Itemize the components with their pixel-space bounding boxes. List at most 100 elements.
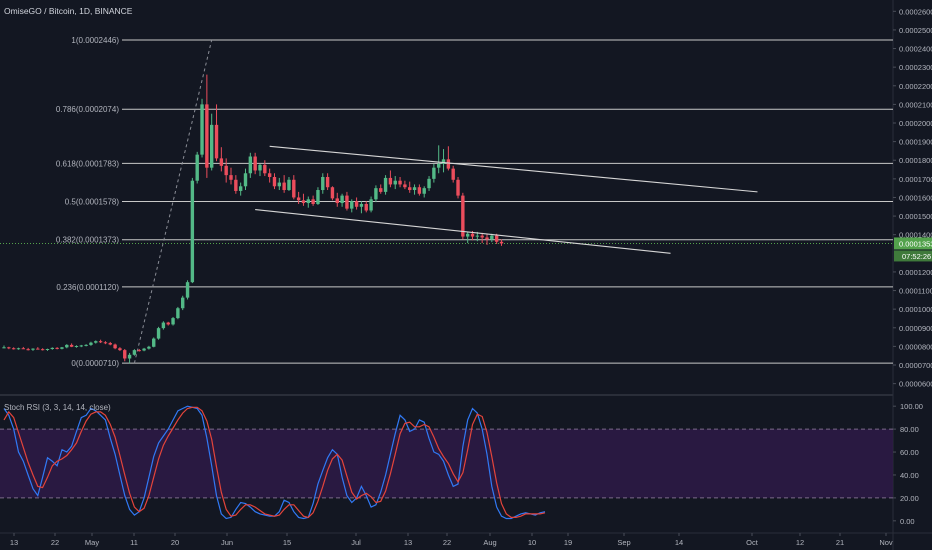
candle-body bbox=[89, 342, 93, 345]
candle-body bbox=[60, 347, 64, 349]
candle bbox=[287, 176, 291, 191]
candle-body bbox=[224, 165, 228, 176]
trend-channel[interactable] bbox=[255, 145, 758, 254]
candle bbox=[388, 170, 393, 188]
candle bbox=[451, 165, 455, 183]
candle-body bbox=[441, 159, 446, 164]
candle-body bbox=[451, 168, 455, 180]
candle bbox=[166, 321, 170, 326]
rsi-tick-label: 100.00 bbox=[900, 402, 923, 411]
fibonacci-retracement[interactable]: 1(0.0002446) 0.786(0.0002074) 0.618(0.0001… bbox=[0, 36, 893, 368]
candle-body bbox=[340, 195, 344, 204]
stoch-rsi-pane bbox=[0, 405, 893, 520]
price-tick-label: 0.0001000 bbox=[899, 305, 932, 314]
candle bbox=[335, 192, 339, 207]
candle-body bbox=[248, 156, 253, 174]
current-price-badge bbox=[894, 237, 932, 250]
candle-body bbox=[156, 328, 161, 339]
candle-body bbox=[335, 198, 339, 204]
candle-body bbox=[55, 347, 59, 349]
time-tick-label: Nov bbox=[879, 538, 893, 547]
candle bbox=[272, 173, 277, 190]
candle bbox=[412, 184, 417, 195]
channel-line[interactable] bbox=[255, 209, 671, 254]
candle bbox=[200, 98, 204, 158]
candle-body bbox=[354, 201, 359, 207]
price-axis[interactable]: 0.0002600 0.0002500 0.0002400 0.0002300 0.00… bbox=[893, 7, 932, 526]
channel-line[interactable] bbox=[269, 145, 758, 193]
candle bbox=[26, 347, 30, 351]
candle bbox=[214, 104, 219, 162]
fib-level-label: 1(0.0002446) bbox=[71, 36, 119, 45]
candle-body bbox=[316, 190, 320, 204]
candle bbox=[456, 176, 460, 199]
candle bbox=[2, 345, 6, 349]
candle bbox=[340, 193, 344, 207]
time-axis[interactable]: 13 22 May 11 20 Jun 15 Jul 13 22 Aug 10 19 Sep 14 Oct 12… bbox=[10, 533, 893, 547]
rsi-tick-label: 0.00 bbox=[900, 517, 915, 526]
candle bbox=[432, 163, 436, 183]
fib-level-label: 0.786(0.0002074) bbox=[56, 105, 120, 114]
candle bbox=[219, 147, 224, 172]
candle bbox=[190, 177, 195, 284]
price-tick-label: 0.0002200 bbox=[899, 82, 932, 91]
price-tick-label: 0.0001200 bbox=[899, 268, 932, 277]
candle-body bbox=[311, 199, 315, 204]
candle bbox=[118, 347, 122, 352]
candle-body bbox=[306, 199, 310, 204]
rsi-tick-label: 20.00 bbox=[900, 494, 919, 503]
time-tick-label: Oct bbox=[746, 538, 759, 547]
candle-body bbox=[142, 348, 146, 351]
candle-body bbox=[465, 233, 470, 237]
candle bbox=[417, 184, 422, 196]
candle bbox=[359, 201, 364, 214]
candle bbox=[296, 191, 301, 204]
price-tick-label: 0.0002100 bbox=[899, 100, 932, 109]
candle bbox=[267, 168, 272, 183]
candle bbox=[127, 352, 132, 364]
candle-body bbox=[195, 154, 199, 181]
bar-countdown-label: 07:52:26 bbox=[902, 252, 931, 261]
candle bbox=[321, 173, 325, 194]
candle bbox=[499, 239, 504, 246]
candle bbox=[7, 346, 11, 350]
candle-body bbox=[432, 167, 436, 179]
candle-body bbox=[219, 158, 224, 166]
candle-body bbox=[243, 173, 248, 187]
candle-body bbox=[234, 179, 238, 191]
candle bbox=[132, 349, 137, 356]
candle bbox=[306, 196, 310, 208]
price-tick-label: 0.0002600 bbox=[899, 7, 932, 16]
candle bbox=[248, 152, 253, 178]
candle-body bbox=[118, 348, 122, 351]
candle bbox=[461, 192, 465, 240]
time-tick-label: Jun bbox=[221, 538, 233, 547]
candle-body bbox=[258, 164, 262, 171]
candle-body bbox=[494, 235, 499, 242]
candle bbox=[79, 344, 83, 348]
rsi-band bbox=[0, 429, 893, 498]
price-tick-label: 0.0001600 bbox=[899, 193, 932, 202]
candle bbox=[422, 186, 426, 198]
time-tick-label: 13 bbox=[10, 538, 18, 547]
candle bbox=[301, 193, 306, 206]
candle-body bbox=[21, 348, 26, 350]
candle-body bbox=[325, 176, 330, 188]
candle bbox=[36, 347, 40, 350]
candle bbox=[209, 113, 214, 171]
candle bbox=[89, 341, 93, 346]
candle bbox=[176, 306, 180, 320]
candle-body bbox=[229, 175, 233, 180]
candle-body bbox=[127, 354, 132, 359]
time-tick-label: 22 bbox=[51, 538, 59, 547]
candle-body bbox=[287, 179, 291, 191]
candle-body bbox=[330, 187, 335, 199]
candle bbox=[123, 348, 127, 362]
candle-body bbox=[292, 179, 296, 198]
candle bbox=[65, 344, 69, 349]
candle-body bbox=[321, 176, 325, 191]
candle-body bbox=[11, 348, 16, 350]
candle bbox=[398, 176, 402, 188]
time-tick-label: 20 bbox=[171, 538, 179, 547]
candle-body bbox=[446, 159, 451, 169]
